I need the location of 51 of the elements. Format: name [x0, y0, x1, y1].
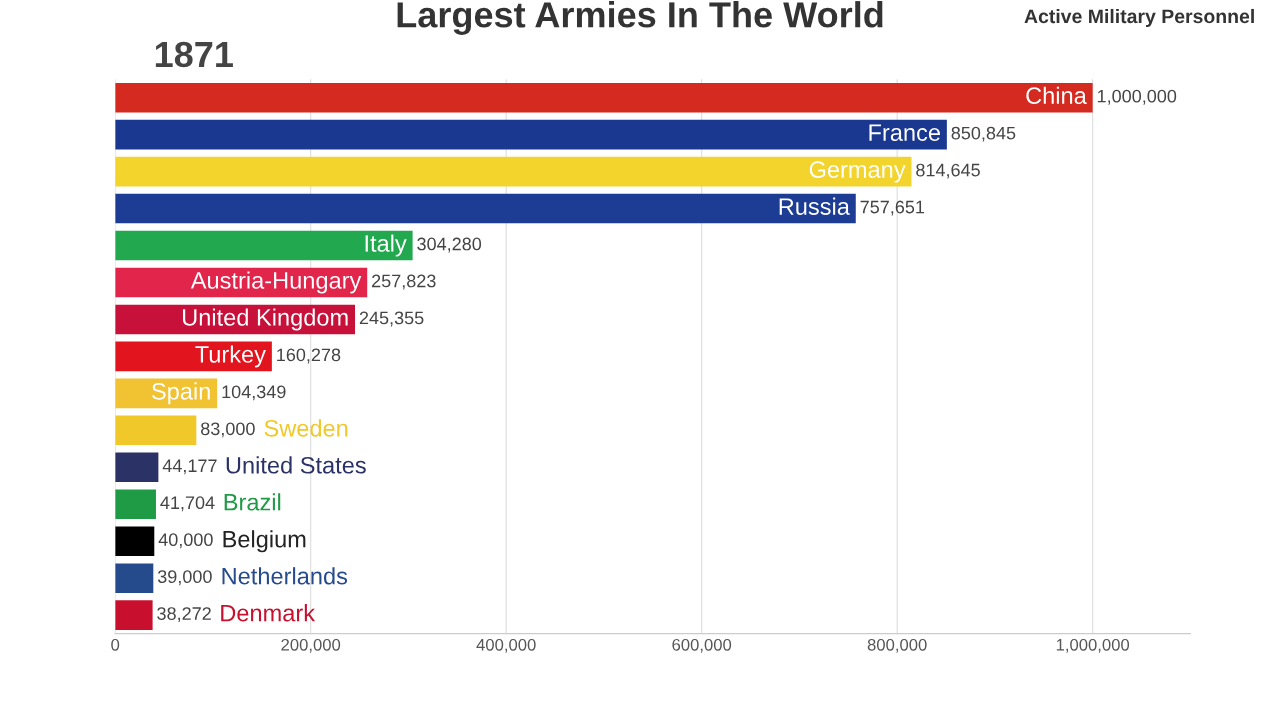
y-tick-label: Belgium: [223, 530, 306, 553]
bar: [115, 230, 413, 261]
data-label: 1,000,000: [1097, 89, 1177, 105]
bar: [115, 600, 153, 630]
bar: [115, 489, 156, 520]
chart-title: Largest Armies In The World: [397, 1, 883, 35]
y-tick-label: Austria-Hungary: [190, 271, 362, 294]
y-tick-label: Netherlands: [222, 567, 348, 585]
data-label: 757,651: [860, 200, 925, 216]
data-label: 38,272: [157, 607, 211, 623]
bar: [115, 526, 155, 556]
data-label: 39,000: [157, 570, 212, 586]
data-label: 104,349: [222, 385, 286, 401]
bar: [115, 82, 1093, 113]
y-tick-label: Germany: [809, 161, 906, 183]
data-label: 814,645: [916, 163, 980, 179]
bar: [115, 341, 272, 372]
chart-subtitle: Active Military Personnel: [1024, 8, 1254, 28]
y-tick-label: Denmark: [221, 604, 316, 622]
x-tick-label: 1,000,000: [1056, 638, 1130, 653]
y-tick-label: United States: [226, 456, 366, 474]
x-tick-label: 200,000: [281, 638, 341, 653]
data-label: 245,355: [359, 311, 424, 327]
y-tick-label: United Kingdom: [182, 308, 348, 331]
x-tick-label: 800,000: [867, 638, 927, 653]
x-tick-label: 400,000: [476, 638, 536, 653]
bar: [115, 415, 197, 446]
bar: [115, 193, 856, 224]
y-tick-label: Russia: [779, 197, 850, 215]
y-tick-label: Brazil: [224, 493, 281, 511]
data-label: 40,000: [158, 533, 213, 549]
x-tick-label: 600,000: [672, 638, 732, 653]
y-tick-label: Spain: [152, 382, 210, 405]
y-tick-label: Italy: [365, 234, 407, 257]
bar: [115, 563, 154, 593]
data-label: 83,000: [201, 422, 255, 438]
y-tick-label: Turkey: [195, 345, 266, 368]
data-label: 44,177: [162, 459, 217, 475]
y-tick-label: Sweden: [264, 419, 348, 437]
text: 1871: [155, 41, 233, 68]
bar: [115, 156, 912, 187]
data-label: 850,845: [951, 126, 1016, 142]
y-tick-label: China: [1026, 86, 1087, 105]
data-label: 257,823: [372, 274, 436, 290]
y-tick-label: France: [869, 124, 940, 141]
bar: [115, 119, 947, 150]
data-label: 160,278: [277, 348, 341, 364]
data-label: 41,704: [160, 496, 215, 512]
bar: [115, 452, 159, 483]
x-tick-label: 0: [111, 638, 120, 651]
data-label: 304,280: [417, 237, 482, 253]
